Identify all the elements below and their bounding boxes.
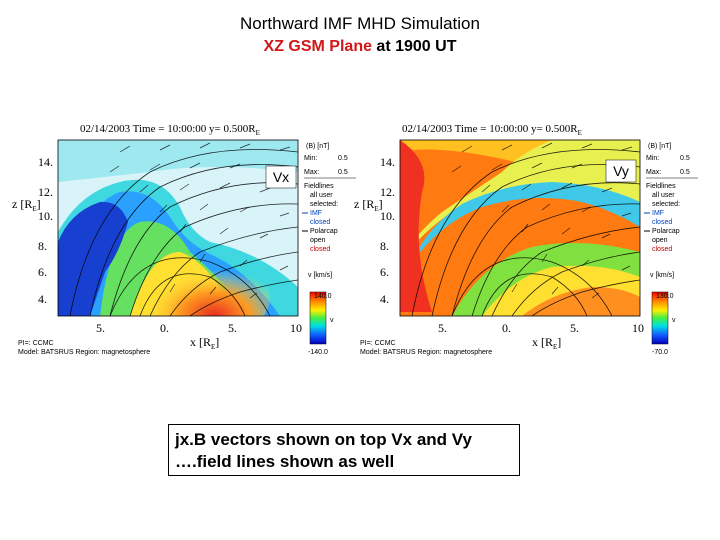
svg-text:4.: 4. — [380, 292, 389, 306]
svg-text:open: open — [652, 237, 668, 244]
x-tick-labels: 5. 0. 5. 10 — [96, 321, 302, 335]
x-axis-label: x [RE] — [532, 335, 561, 351]
svg-text:14.: 14. — [38, 155, 53, 169]
time-line: 02/14/2003 Time = 10:00:00 y= 0.500RE — [80, 123, 260, 137]
colorbar-max: 130.0 — [656, 293, 674, 300]
svg-text:open: open — [310, 237, 326, 244]
footer-pi: PI=: CCMC — [360, 340, 396, 347]
svg-text:12.: 12. — [380, 185, 395, 199]
svg-text:Fieldlines: Fieldlines — [646, 183, 676, 190]
x-tick-labels: 5. 0. 5. 10 — [438, 321, 644, 335]
svg-text:5.: 5. — [438, 321, 447, 335]
svg-text:10.: 10. — [38, 209, 53, 223]
z-axis-label: z [RE] — [12, 197, 41, 213]
colorbar-min: -70.0 — [652, 349, 668, 356]
legend: (B) [nT] Min: 0.5 Max: 0.5 Fieldlines al… — [644, 143, 698, 279]
left-panel: 02/14/2003 Time = 10:00:00 y= 0.500RE — [12, 123, 356, 356]
svg-text:5.: 5. — [96, 321, 105, 335]
variable-label: Vy — [613, 163, 629, 179]
svg-text:10.: 10. — [380, 209, 395, 223]
svg-text:Fieldlines: Fieldlines — [304, 183, 334, 190]
svg-text:all user: all user — [652, 192, 675, 199]
variable-label: Vx — [273, 169, 289, 185]
svg-text:12.: 12. — [38, 185, 53, 199]
svg-text:all user: all user — [310, 192, 333, 199]
svg-text:8.: 8. — [38, 239, 47, 253]
svg-text:5.: 5. — [228, 321, 237, 335]
z-axis-label: z [RE] — [354, 197, 383, 213]
legend: (B) [nT] Min: 0.5 Max: 0.5 Fieldlines al… — [302, 143, 356, 279]
svg-text:6.: 6. — [38, 265, 47, 279]
svg-text:closed: closed — [652, 246, 672, 253]
colorbar — [651, 291, 669, 345]
svg-text:10: 10 — [632, 321, 644, 335]
colorbar-max: 140.0 — [314, 293, 332, 300]
svg-text:8.: 8. — [380, 239, 389, 253]
svg-text:5.: 5. — [570, 321, 579, 335]
variable-label-box — [605, 159, 637, 183]
caption-line-1: jx.B vectors shown on top Vx and Vy — [175, 430, 472, 449]
svg-text:14.: 14. — [380, 155, 395, 169]
subtitle-time: at 1900 UT — [371, 38, 457, 55]
variable-label-box — [265, 165, 297, 189]
colorbar-unit: v — [672, 317, 676, 324]
svg-text:0.5: 0.5 — [338, 155, 348, 162]
svg-text:Polarcap: Polarcap — [652, 228, 680, 235]
svg-text:(B) [nT]: (B) [nT] — [306, 143, 329, 150]
svg-text:v [km/s]: v [km/s] — [308, 272, 332, 279]
svg-text:0.5: 0.5 — [680, 169, 690, 176]
svg-text:closed: closed — [310, 246, 330, 253]
colorbar-unit: v — [330, 317, 334, 324]
svg-text:IMF: IMF — [652, 210, 664, 217]
svg-text:Min:: Min: — [304, 155, 317, 162]
svg-text:0.: 0. — [160, 321, 169, 335]
footer-model: Model: BATSRUS Region: magnetosphere — [360, 349, 492, 356]
svg-text:Max:: Max: — [304, 169, 319, 176]
caption-box: jx.B vectors shown on top Vx and Vy ….fi… — [168, 424, 520, 476]
svg-text:Min:: Min: — [646, 155, 659, 162]
svg-text:Polarcap: Polarcap — [310, 228, 338, 235]
svg-text:6.: 6. — [380, 265, 389, 279]
svg-text:IMF: IMF — [310, 210, 322, 217]
colorbar — [309, 291, 327, 345]
svg-text:(B) [nT]: (B) [nT] — [648, 143, 671, 150]
footer-model: Model: BATSRUS Region: magnetosphere — [18, 349, 150, 356]
svg-text:0.5: 0.5 — [338, 169, 348, 176]
caption-line-2: ….field lines shown as well — [175, 452, 395, 471]
y-tick-labels: 14. 12. 10. 8. 6. 4. — [38, 155, 53, 306]
svg-text:v [km/s]: v [km/s] — [650, 272, 674, 279]
svg-text:0.5: 0.5 — [680, 155, 690, 162]
svg-text:0.: 0. — [502, 321, 511, 335]
footer-pi: PI=: CCMC — [18, 340, 54, 347]
svg-text:Max:: Max: — [646, 169, 661, 176]
time-line: 02/14/2003 Time = 10:00:00 y= 0.500RE — [402, 123, 582, 137]
right-panel: 02/14/2003 Time = 10:00:00 y= 0.500RE — [354, 123, 698, 356]
page-title: Northward IMF MHD Simulation — [240, 14, 480, 33]
svg-text:closed: closed — [310, 219, 330, 226]
svg-text:closed: closed — [652, 219, 672, 226]
svg-text:4.: 4. — [38, 292, 47, 306]
colorbar-min: -140.0 — [308, 349, 328, 356]
page-subtitle: XZ GSM Plane at 1900 UT — [0, 38, 720, 56]
svg-text:selected:: selected: — [652, 201, 680, 208]
y-tick-labels: 14. 12. 10. 8. 6. 4. — [380, 155, 395, 306]
subtitle-plane: XZ GSM Plane — [263, 38, 372, 55]
x-axis-label: x [RE] — [190, 335, 219, 351]
svg-text:10: 10 — [290, 321, 302, 335]
svg-text:selected:: selected: — [310, 201, 338, 208]
